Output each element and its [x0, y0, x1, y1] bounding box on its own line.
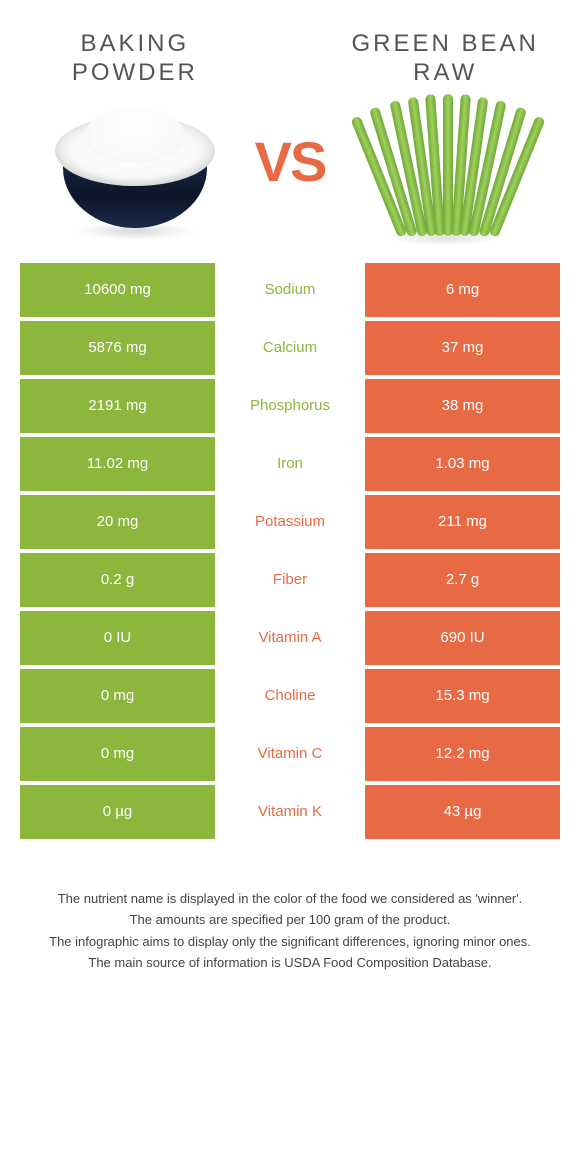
- header: Baking powder VS Green bean raw: [20, 30, 560, 243]
- food-left-title-line1: Baking: [80, 30, 189, 57]
- cell-nutrient: Choline: [215, 669, 365, 723]
- cell-right-value: 211 mg: [365, 495, 560, 549]
- cell-right-value: 6 mg: [365, 263, 560, 317]
- food-right-title-line1: Green bean: [352, 30, 539, 57]
- cell-left-value: 20 mg: [20, 495, 215, 549]
- cell-right-value: 12.2 mg: [365, 727, 560, 781]
- cell-nutrient: Phosphorus: [215, 379, 365, 433]
- table-row: 10600 mgSodium6 mg: [20, 263, 560, 317]
- cell-nutrient: Fiber: [215, 553, 365, 607]
- cell-right-value: 43 µg: [365, 785, 560, 839]
- table-row: 0 µgVitamin K43 µg: [20, 785, 560, 839]
- food-right: Green bean raw: [330, 30, 560, 243]
- table-row: 2191 mgPhosphorus38 mg: [20, 379, 560, 433]
- cell-left-value: 11.02 mg: [20, 437, 215, 491]
- cell-right-value: 15.3 mg: [365, 669, 560, 723]
- cell-nutrient: Vitamin K: [215, 785, 365, 839]
- cell-left-value: 0 µg: [20, 785, 215, 839]
- bowl-icon: [45, 108, 225, 238]
- cell-left-value: 5876 mg: [20, 321, 215, 375]
- cell-nutrient: Vitamin A: [215, 611, 365, 665]
- footer-line: The amounts are specified per 100 gram o…: [30, 910, 550, 930]
- food-right-title: Green bean raw: [330, 30, 560, 88]
- vs-label: VS: [250, 129, 331, 194]
- food-left: Baking powder: [20, 30, 250, 243]
- cell-nutrient: Potassium: [215, 495, 365, 549]
- infographic-container: Baking powder VS Green bean raw: [0, 0, 580, 995]
- table-row: 5876 mgCalcium37 mg: [20, 321, 560, 375]
- cell-left-value: 10600 mg: [20, 263, 215, 317]
- footer-notes: The nutrient name is displayed in the co…: [20, 889, 560, 973]
- cell-nutrient: Vitamin C: [215, 727, 365, 781]
- cell-left-value: 0 mg: [20, 727, 215, 781]
- cell-left-value: 0 mg: [20, 669, 215, 723]
- food-left-title-line2: powder: [72, 59, 198, 86]
- table-row: 11.02 mgIron1.03 mg: [20, 437, 560, 491]
- cell-right-value: 2.7 g: [365, 553, 560, 607]
- food-left-image: [20, 103, 250, 243]
- comparison-table: 10600 mgSodium6 mg5876 mgCalcium37 mg219…: [20, 263, 560, 839]
- cell-nutrient: Calcium: [215, 321, 365, 375]
- food-left-title: Baking powder: [20, 30, 250, 88]
- beans-icon: [370, 98, 520, 248]
- cell-nutrient: Sodium: [215, 263, 365, 317]
- cell-nutrient: Iron: [215, 437, 365, 491]
- table-row: 0.2 gFiber2.7 g: [20, 553, 560, 607]
- table-row: 0 mgCholine15.3 mg: [20, 669, 560, 723]
- cell-right-value: 37 mg: [365, 321, 560, 375]
- cell-right-value: 690 IU: [365, 611, 560, 665]
- cell-left-value: 0 IU: [20, 611, 215, 665]
- table-row: 20 mgPotassium211 mg: [20, 495, 560, 549]
- food-right-title-line2: raw: [413, 59, 477, 86]
- footer-line: The main source of information is USDA F…: [30, 953, 550, 973]
- cell-right-value: 38 mg: [365, 379, 560, 433]
- cell-left-value: 2191 mg: [20, 379, 215, 433]
- table-row: 0 mgVitamin C12.2 mg: [20, 727, 560, 781]
- food-right-image: [330, 103, 560, 243]
- footer-line: The infographic aims to display only the…: [30, 932, 550, 952]
- cell-left-value: 0.2 g: [20, 553, 215, 607]
- cell-right-value: 1.03 mg: [365, 437, 560, 491]
- footer-line: The nutrient name is displayed in the co…: [30, 889, 550, 909]
- table-row: 0 IUVitamin A690 IU: [20, 611, 560, 665]
